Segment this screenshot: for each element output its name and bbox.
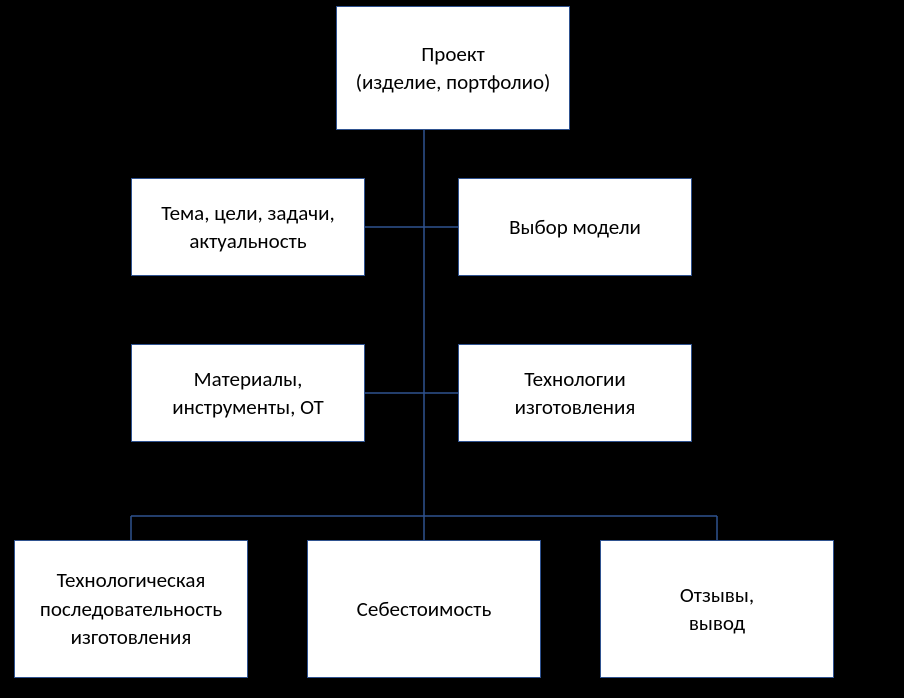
node-technologies-label: Технологии изготовления — [463, 365, 687, 422]
node-reviews-line2: вывод — [689, 609, 745, 637]
node-cost-label: Себестоимость — [357, 595, 492, 623]
node-theme-goals-label: Тема, цели, задачи, актуальность — [136, 199, 360, 256]
node-theme-goals: Тема, цели, задачи, актуальность — [131, 178, 365, 276]
node-reviews: Отзывы, вывод — [600, 540, 834, 678]
node-root-line1: Проект — [421, 40, 484, 68]
node-model-choice: Выбор модели — [458, 178, 692, 276]
node-cost: Себестоимость — [307, 540, 541, 678]
diagram-canvas: Проект (изделие, портфолио) Тема, цели, … — [0, 0, 904, 698]
node-tech-sequence: Технологическая последовательность изгот… — [14, 540, 248, 678]
node-reviews-line1: Отзывы, — [680, 581, 754, 609]
node-materials-label: Материалы, инструменты, ОТ — [136, 365, 360, 422]
node-tech-sequence-label: Технологическая последовательность изгот… — [19, 566, 243, 651]
node-root: Проект (изделие, портфолио) — [336, 6, 570, 130]
node-technologies: Технологии изготовления — [458, 344, 692, 442]
node-root-line2: (изделие, портфолио) — [356, 68, 551, 96]
node-materials: Материалы, инструменты, ОТ — [131, 344, 365, 442]
node-model-choice-label: Выбор модели — [509, 213, 641, 241]
